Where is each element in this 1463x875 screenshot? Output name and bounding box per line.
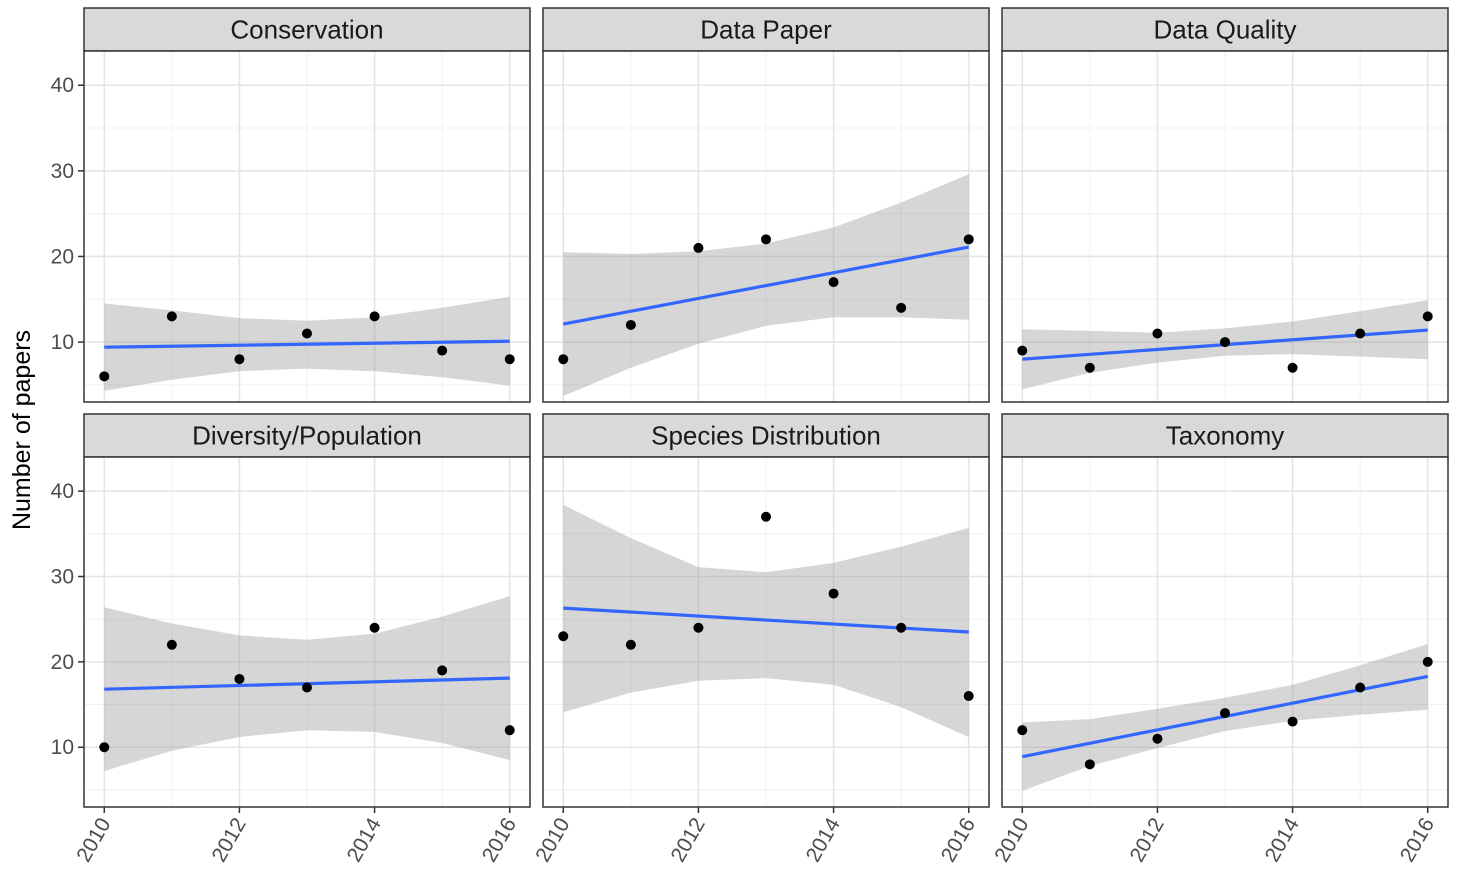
panel-5-x-tick-label: 2016 [1396,814,1439,866]
panel-4-x-tick-label: 2014 [802,814,845,866]
panel-3-x-tick-label: 2014 [343,814,386,866]
panel-0-point [437,345,448,356]
panel-1-border [542,50,990,403]
panel-5-title: Taxonomy [1166,421,1285,451]
panel-4-point [693,622,704,633]
panel-2-title: Data Quality [1153,15,1296,45]
panel-5-x-tick-label: 2012 [1125,814,1168,866]
panel-5-point [1152,733,1163,744]
panel-0-point [504,354,515,365]
panel-5-strip [1001,413,1449,458]
panel-5-point [1287,716,1298,727]
panel-3-point [234,673,245,684]
panel-5-x-tick-label: 2010 [990,814,1033,866]
panel-2-point [1220,337,1230,348]
panel-0-point [166,311,177,322]
panel-1-point [625,319,636,330]
panel-4-x-tick-label: 2012 [666,814,709,866]
panels-group: Conservation 10 20 30 40 Data Paper Data Quali… [51,7,1449,866]
panel-4-strip [542,413,990,458]
panel-1-fit-line [562,245,970,326]
panel-3-point [437,665,448,676]
panel-2-border [1001,50,1449,403]
panel-0-y-tick-label: 40 [51,74,74,97]
panel-5-x-tick-label: 2014 [1261,814,1304,866]
panel-3-point [99,742,110,753]
panel-4-point [625,639,636,650]
panel-3-point [504,725,515,736]
panel-0-y-tick-label: 20 [51,245,74,268]
panel-1-point [761,234,771,245]
panel-5-point [1355,682,1366,693]
panel-3-y-tick-label: 20 [51,651,74,674]
panel-4-x-tick-label: 2016 [937,814,980,866]
panel-5-point [1084,759,1095,770]
panel-1-point [896,302,907,313]
panel-1-point [828,277,839,288]
panel-5-point [1220,708,1230,719]
panel-3-strip [83,413,531,458]
panel-0-strip [83,7,531,52]
panel-4-title: Species Distribution [651,421,881,451]
panel-1-point [693,242,704,253]
panel-3-point [369,622,380,633]
panel-4-border [542,456,990,808]
panel-2-point [1287,362,1298,373]
panel-0-border [83,50,531,403]
panel-2: Data Quality [1001,7,1449,403]
panel-3-y-tick-label: 10 [51,736,74,759]
panel-1-strip [542,7,990,52]
panel-4-point [761,511,771,522]
panel-0-title: Conservation [230,15,383,45]
panel-4: Species Distribution 2010 2012 2014 2016 [531,413,990,866]
panel-3-x-tick-label: 2012 [207,814,250,866]
panel-4-point [828,588,839,599]
panel-4-point [896,622,907,633]
panel-3-x-tick-label: 2016 [478,814,521,866]
panel-0-y-tick-label: 10 [51,331,74,354]
panel-0-point [302,328,312,339]
panel-5-point [1422,656,1433,667]
panel-2-point [1084,362,1095,373]
panel-0-point [369,311,380,322]
panel-2-point [1017,345,1028,356]
panel-3-point [302,682,312,693]
panel-5-point [1017,725,1028,736]
panel-3: Diversity/Population 10 20 30 40 2010 2012 2014… [51,413,531,866]
panel-5-border [1001,456,1449,808]
panel-2-point [1355,328,1366,339]
panel-3-y-tick-label: 40 [51,480,74,503]
panel-1-point [963,234,974,245]
panel-0-fit-line [104,339,510,349]
panel-0-point [99,371,110,382]
panel-4-point [558,631,569,642]
panel-3-point [166,639,177,650]
panel-3-border [83,456,531,808]
panel-2-point [1152,328,1163,339]
panel-4-x-tick-label: 2010 [531,814,574,866]
panel-0: Conservation 10 20 30 40 [51,7,531,403]
panel-3-x-tick-label: 2010 [72,814,115,866]
panel-5: Taxonomy 2010 2012 2014 2016 [990,413,1449,866]
panel-4-point [963,691,974,702]
panel-2-point [1422,311,1433,322]
panel-3-y-tick-label: 30 [51,566,74,589]
panel-0-point [234,354,245,365]
panel-1: Data Paper [542,7,990,403]
panel-1-point [558,354,569,365]
panel-1-title: Data Paper [700,15,832,45]
panel-0-y-tick-label: 30 [51,160,74,183]
y-axis-label: Number of papers [8,330,36,530]
panel-3-title: Diversity/Population [192,421,422,451]
